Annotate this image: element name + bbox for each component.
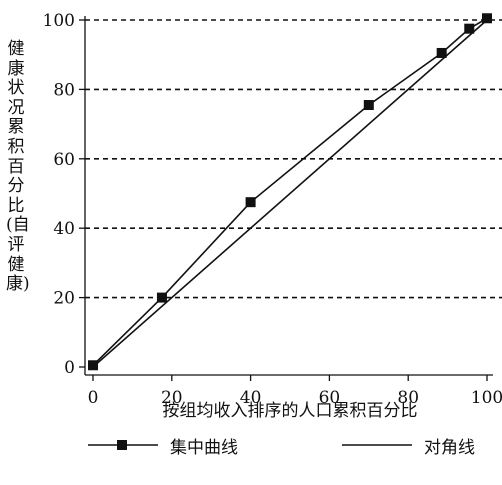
series-line-0 bbox=[92, 17, 488, 366]
x-tick-label-60: 60 bbox=[319, 388, 341, 408]
legend-label-diagonal: 对角线 bbox=[424, 437, 475, 458]
y-tick-label-40: 40 bbox=[53, 219, 75, 239]
data-point-0-0 bbox=[88, 360, 98, 371]
y-tick-label-60: 60 bbox=[53, 150, 75, 170]
y-tick-label-80: 80 bbox=[53, 80, 75, 100]
x-tick-label-0: 0 bbox=[88, 388, 99, 408]
x-tick-label-40: 40 bbox=[240, 388, 262, 408]
legend: 集中曲线 对角线 bbox=[0, 430, 502, 460]
x-tick-label-20: 20 bbox=[161, 388, 183, 408]
data-point-0-5 bbox=[464, 23, 475, 34]
data-point-0-1 bbox=[156, 292, 167, 303]
y-tick-label-0: 0 bbox=[64, 358, 75, 378]
x-tick-label-100: 100 bbox=[471, 388, 502, 408]
legend-item-diagonal: 对角线 bbox=[342, 430, 475, 460]
data-point-0-3 bbox=[363, 100, 374, 111]
data-point-0-4 bbox=[436, 47, 447, 58]
y-axis-label: 健康状况累积百分比(自评健康) bbox=[6, 39, 30, 295]
y-tick-label-20: 20 bbox=[53, 289, 75, 309]
legend-swatch-diagonal bbox=[342, 444, 412, 446]
x-axis-label: 按组均收入排序的人口累积百分比 bbox=[162, 401, 418, 421]
legend-label-concentration: 集中曲线 bbox=[170, 437, 238, 458]
y-tick-label-100: 100 bbox=[43, 11, 75, 31]
series-line-1 bbox=[92, 19, 488, 368]
legend-item-concentration: 集中曲线 bbox=[88, 430, 238, 460]
x-tick-label-80: 80 bbox=[397, 388, 419, 408]
data-point-0-6 bbox=[482, 13, 492, 24]
data-point-0-2 bbox=[245, 197, 256, 208]
legend-swatch-concentration bbox=[88, 440, 158, 450]
